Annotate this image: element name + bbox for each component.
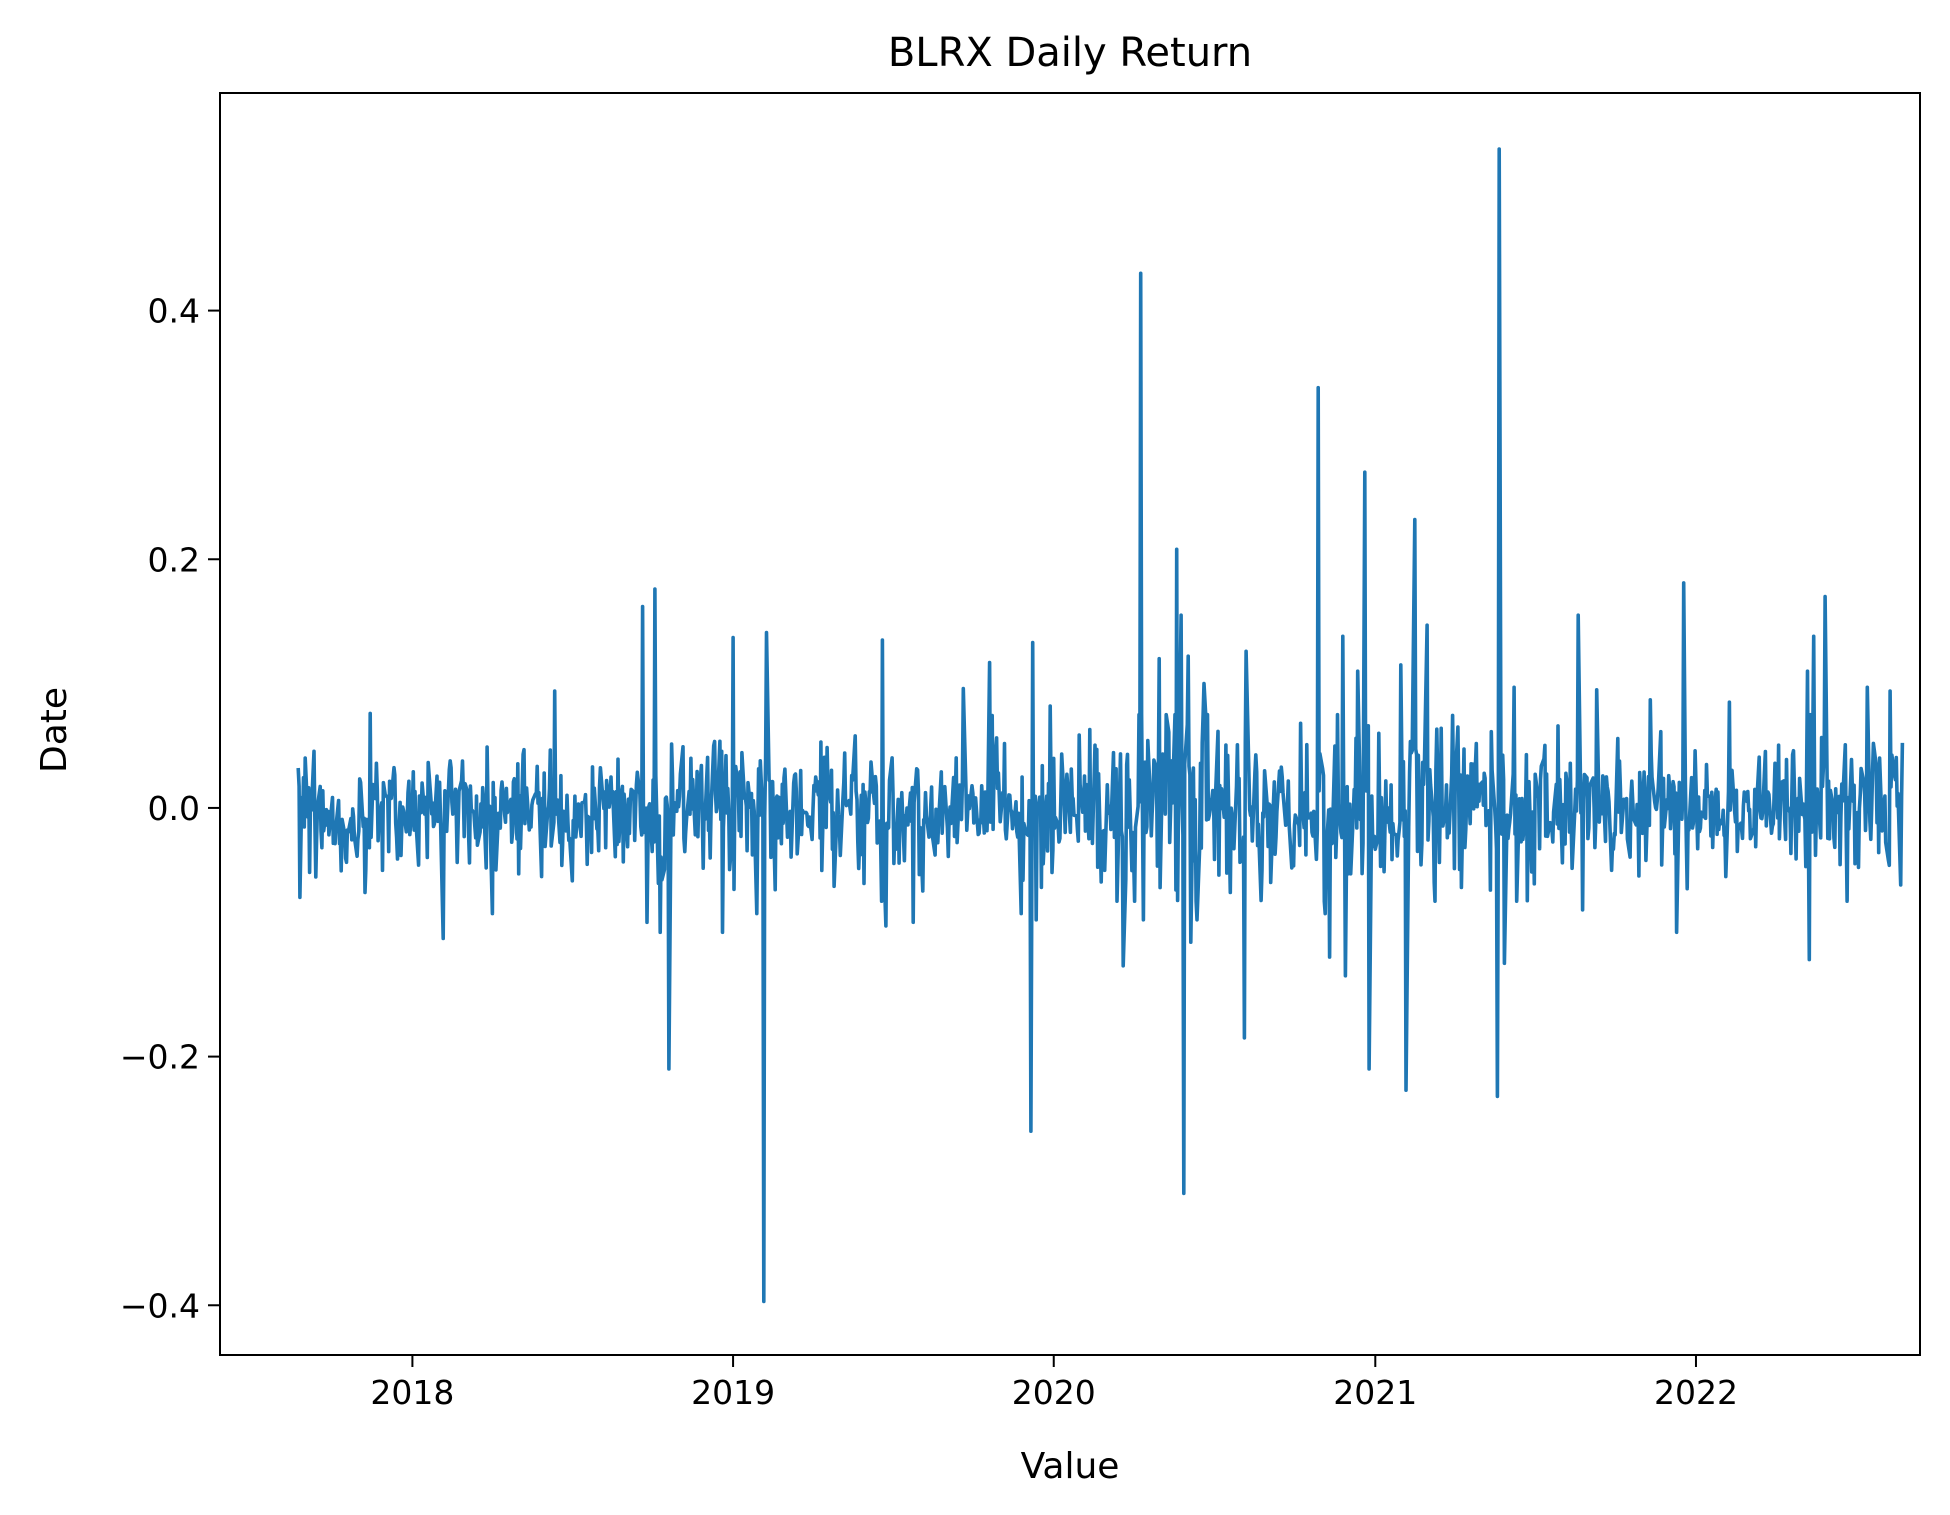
x-tick-label-2021: 2021 <box>1333 1373 1417 1412</box>
y-tick-label-neg0-2: −0.2 <box>120 1038 200 1077</box>
x-tick-label-2018: 2018 <box>370 1373 454 1412</box>
y-tick-label-neg0-4: −0.4 <box>120 1286 200 1325</box>
axes-frame <box>219 92 1921 1356</box>
x-tick-label-2020: 2020 <box>1012 1373 1096 1412</box>
y-axis-title: Date <box>34 687 75 773</box>
y-tick-label-0-4: 0.4 <box>148 292 200 331</box>
x-axis-title: Value <box>1021 1446 1120 1487</box>
x-tick-label-2022: 2022 <box>1654 1373 1738 1412</box>
y-tick-label-0: 0.0 <box>148 789 200 828</box>
x-axis: 2018 2019 2020 2021 2022 <box>370 1355 1738 1412</box>
x-tick-label-2019: 2019 <box>691 1373 775 1412</box>
y-tick-label-0-2: 0.2 <box>148 540 200 579</box>
y-axis: 0.4 0.2 0.0 −0.2 −0.4 <box>120 292 220 1325</box>
plot-area <box>296 147 1905 1304</box>
series-line-0 <box>296 147 1905 1304</box>
chart-title: BLRX Daily Return <box>888 30 1252 76</box>
